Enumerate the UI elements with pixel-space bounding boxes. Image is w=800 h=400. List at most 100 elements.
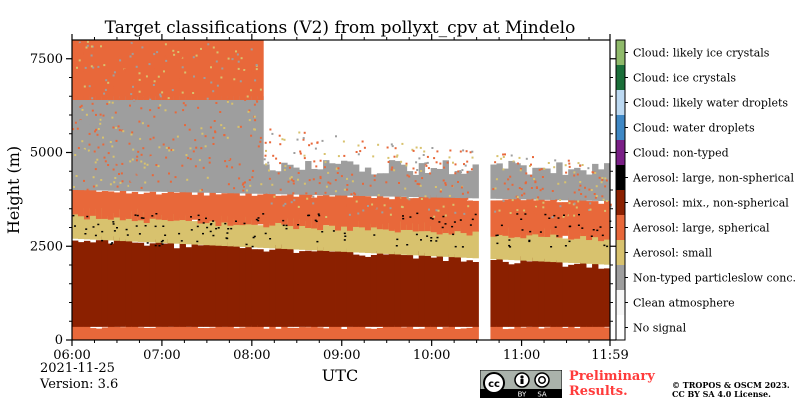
speckle [571,201,574,204]
speckle [241,183,244,186]
speckle [137,150,140,153]
speckle [462,149,465,152]
layer-cell [221,215,228,247]
speckle-dark [554,226,557,228]
speckle [115,106,118,109]
speckle [605,200,608,202]
layer-cell [185,247,192,327]
speckle [129,55,132,58]
layer-cell [329,325,336,340]
speckle [76,66,78,69]
speckle [195,146,198,149]
speckle [100,141,103,144]
layer-cell [460,228,467,258]
speckle-dark [592,229,595,231]
speckle [584,186,586,189]
layer-cell [149,327,157,340]
layer-cell [388,160,396,197]
speckle [469,151,472,154]
speckle [231,166,234,169]
speckle [496,155,499,158]
speckle [601,195,604,198]
speckle [367,205,369,207]
speckle [575,206,578,209]
speckle [143,97,146,100]
speckle [393,169,396,172]
speckle [220,156,223,159]
speckle [244,45,247,48]
speckle [282,204,285,207]
speckle [92,66,95,69]
speckle [601,178,604,181]
speckle [227,183,230,186]
speckle [86,188,89,191]
speckle [431,208,434,211]
speckle [254,119,257,122]
speckle [306,197,309,200]
speckle [557,182,560,185]
layer-cell [526,261,533,327]
speckle [278,134,281,137]
layer-cell [233,192,240,225]
speckle [319,159,322,162]
speckle [559,205,562,208]
speckle [192,150,195,153]
speckle-dark [285,224,288,227]
layer-cell [376,250,384,327]
speckle [189,147,192,150]
layer-cell [496,234,503,260]
speckle [77,52,80,54]
speckle [581,164,584,166]
speckle [510,154,513,157]
speckle [579,197,582,199]
speckle [235,82,238,85]
speckle [308,144,311,147]
speckle [419,197,422,200]
speckle [396,154,399,157]
speckle [344,204,347,207]
speckle [97,146,100,149]
cc-by-sa-license-badge[interactable]: cc BY SA [480,370,562,398]
speckle [130,42,133,45]
layer-cell [394,195,402,233]
speckle [535,205,537,208]
speckle [176,61,179,64]
layer-cell [406,198,414,230]
speckle [116,162,119,165]
speckle-dark [72,214,75,217]
layer-cell [83,40,91,100]
speckle [165,55,168,58]
speckle [452,177,455,180]
speckle [139,137,142,140]
speckle-dark [529,230,532,233]
speckle [226,100,229,103]
layer-cell [448,254,455,327]
layer-cell [514,325,521,340]
layer-cell [574,199,581,239]
speckle [224,160,227,163]
speckle [418,198,421,201]
layer-cell [412,223,420,256]
speckle [225,87,228,90]
speckle [237,67,240,70]
speckle-dark [344,235,347,237]
speckle [150,156,153,158]
speckle [588,209,591,211]
speckle [267,161,270,164]
layer-cell [72,209,79,239]
speckle [419,146,422,149]
layer-cell [388,326,396,340]
layer-cell [382,325,390,340]
speckle [432,179,435,182]
layer-cell [113,192,121,218]
layer-cell [101,96,109,191]
colorbar-swatch [616,315,625,340]
speckle [198,159,201,162]
speckle [167,97,170,100]
speckle [97,65,100,68]
speckle [430,197,433,200]
speckle [364,196,367,199]
speckle [319,175,322,178]
speckle-dark [126,234,129,236]
